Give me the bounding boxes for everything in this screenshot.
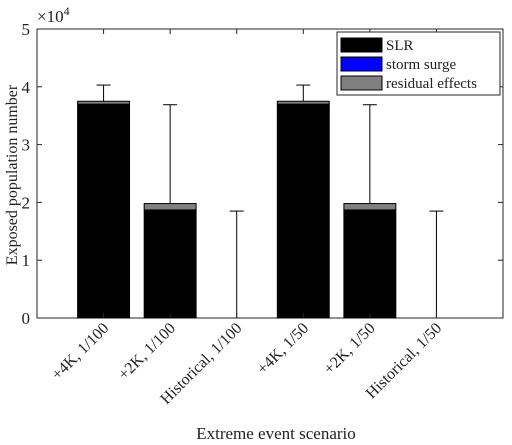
bar-residual-effects-3 xyxy=(276,100,330,105)
legend-label-SLR: SLR xyxy=(386,38,414,54)
bar-SLR-1 xyxy=(143,209,197,319)
legend-label-residual-effects: residual effects xyxy=(386,76,477,92)
bar-SLR-4 xyxy=(343,209,397,319)
y-axis: 0 1 2 3 4 5 xyxy=(22,20,503,328)
y-multiplier-exponent: 4 xyxy=(64,4,70,18)
bar-SLR-3 xyxy=(276,103,330,319)
y-multiplier-base: ×10 xyxy=(37,7,64,26)
x-tick-label: +2K, 1/100 xyxy=(115,320,179,384)
legend-swatch-storm-surge xyxy=(340,56,383,72)
bar-SLR-0 xyxy=(77,103,131,319)
legend: SLR storm surge residual effects xyxy=(336,31,501,96)
y-tick-label: 0 xyxy=(22,309,31,328)
bar-residual-effects-4 xyxy=(343,203,397,211)
x-tick-label: +4K, 1/50 xyxy=(254,320,312,378)
y-axis-label: Exposed population number xyxy=(4,84,21,265)
legend-swatch-SLR xyxy=(340,37,383,53)
x-axis-label: Extreme event scenario xyxy=(196,424,356,443)
y-tick-label: 4 xyxy=(22,78,31,97)
x-tick-label: +2K, 1/50 xyxy=(321,320,379,378)
y-tick-label: 1 xyxy=(22,251,31,270)
bar-residual-effects-0 xyxy=(77,100,131,105)
legend-swatch-residual-effects xyxy=(340,75,383,91)
y-tick-label: 3 xyxy=(22,136,31,155)
y-tick-label: 2 xyxy=(22,193,31,212)
y-axis-multiplier: ×104 xyxy=(37,4,70,26)
bar-residual-effects-1 xyxy=(143,203,197,211)
error-bars xyxy=(96,84,444,318)
y-tick-label: 5 xyxy=(22,20,31,39)
x-tick-label: +4K, 1/100 xyxy=(49,320,113,384)
legend-label-storm-surge: storm surge xyxy=(386,57,456,73)
bars xyxy=(77,100,397,319)
